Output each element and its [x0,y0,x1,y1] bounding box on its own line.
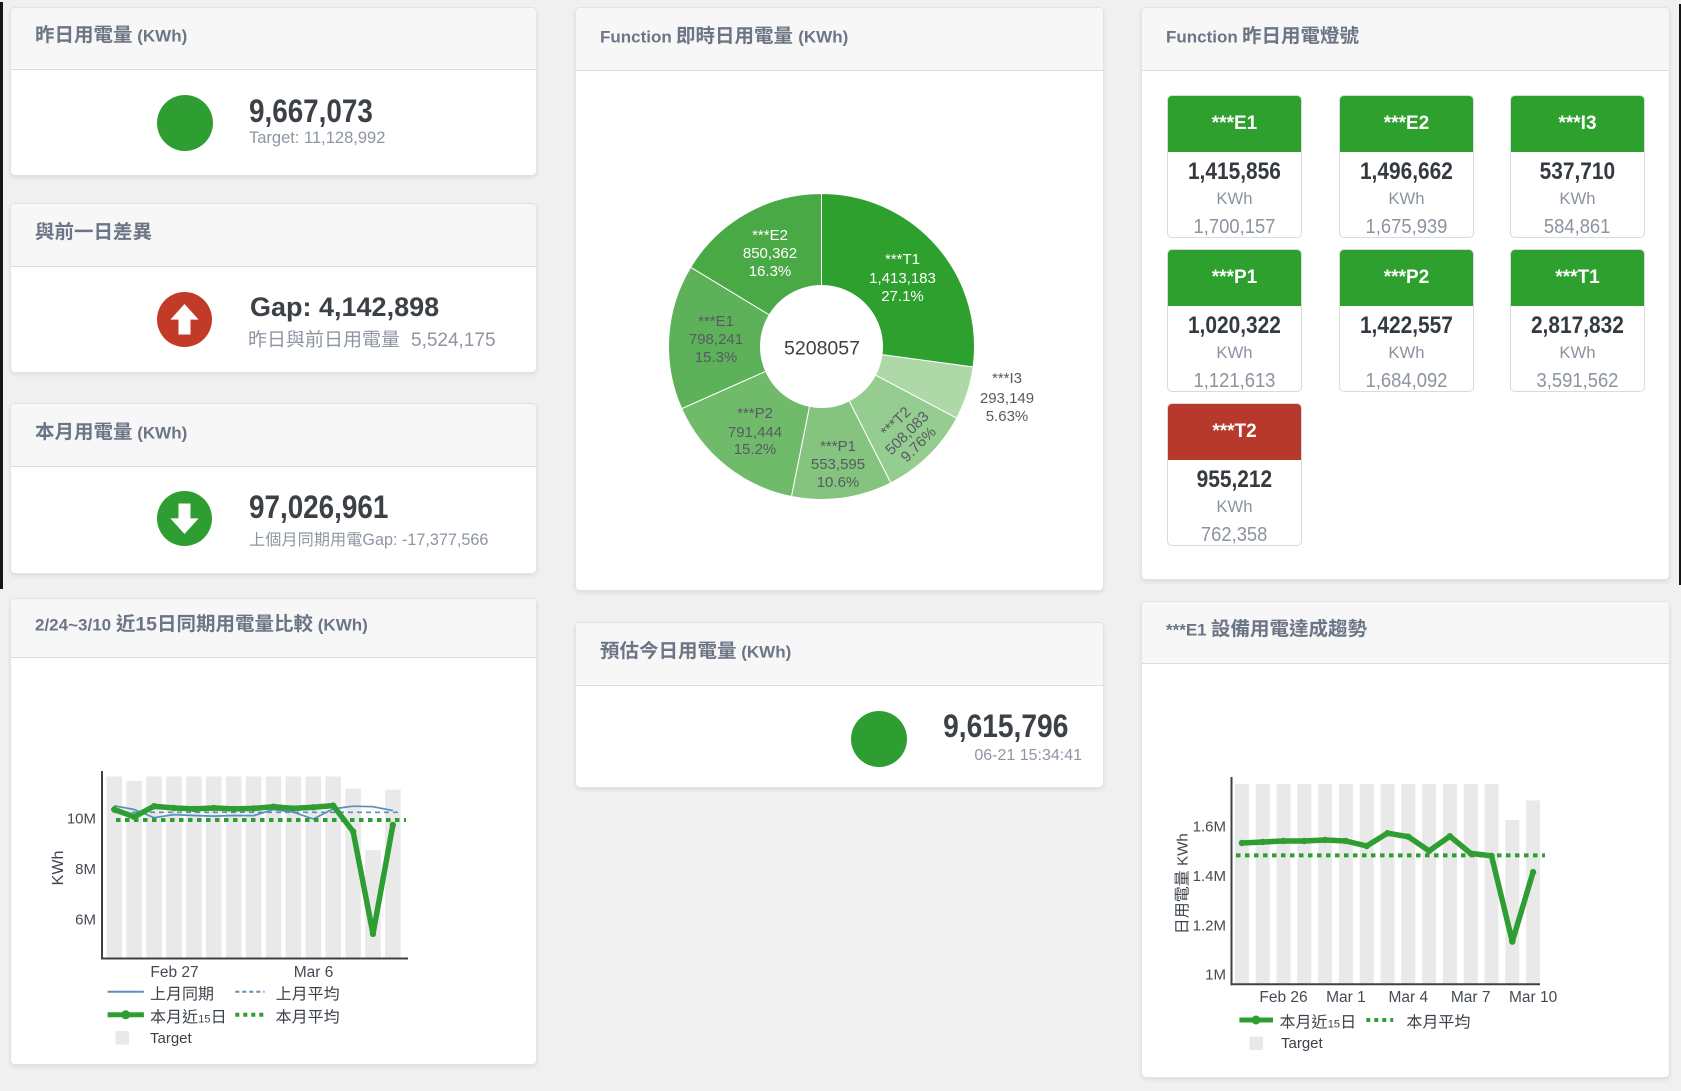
svg-text:15.3%: 15.3% [695,349,738,366]
svg-text:850,362: 850,362 [743,245,797,262]
svg-text:5208057: 5208057 [784,338,860,360]
svg-text:***P1: ***P1 [820,438,856,455]
svg-text:15.2%: 15.2% [734,441,777,458]
svg-text:Target: Target [1281,1035,1324,1052]
svg-text:791,444: 791,444 [728,424,782,441]
svg-text:6M: 6M [75,912,96,929]
svg-text:Mar 1: Mar 1 [1326,989,1366,1006]
svg-text:15: 15 [198,1014,210,1026]
svg-text:10M: 10M [67,811,96,828]
svg-text:8M: 8M [75,861,96,878]
svg-text:Mar 10: Mar 10 [1509,989,1558,1006]
svg-text:553,595: 553,595 [811,456,865,473]
svg-text:5.63%: 5.63% [986,408,1029,425]
svg-text:Feb 26: Feb 26 [1259,989,1307,1006]
svg-text:Mar 4: Mar 4 [1388,989,1428,1006]
svg-text:Mar 6: Mar 6 [294,964,334,981]
svg-text:1,413,183: 1,413,183 [869,270,936,287]
svg-text:1.6M: 1.6M [1193,818,1226,835]
svg-text:***T1: ***T1 [885,251,920,268]
svg-text:1.2M: 1.2M [1193,918,1226,935]
svg-text:27.1%: 27.1% [881,288,924,305]
svg-text:1.4M: 1.4M [1193,868,1226,885]
svg-text:KWh: KWh [1175,833,1192,866]
svg-text:***E2: ***E2 [752,227,788,244]
svg-text:Target: Target [150,1030,193,1047]
svg-text:***I3: ***I3 [992,370,1022,387]
svg-text:1M: 1M [1205,966,1226,983]
svg-text:10.6%: 10.6% [817,474,860,491]
svg-text:15: 15 [1328,1019,1340,1031]
svg-text:293,149: 293,149 [980,390,1034,407]
svg-text:***E1: ***E1 [698,313,734,330]
svg-text:KWh: KWh [50,851,67,886]
svg-text:Mar 7: Mar 7 [1451,989,1491,1006]
svg-text:***P2: ***P2 [737,405,773,422]
svg-text:798,241: 798,241 [689,331,743,348]
svg-text:Feb 27: Feb 27 [150,964,198,981]
svg-text:16.3%: 16.3% [749,263,792,280]
